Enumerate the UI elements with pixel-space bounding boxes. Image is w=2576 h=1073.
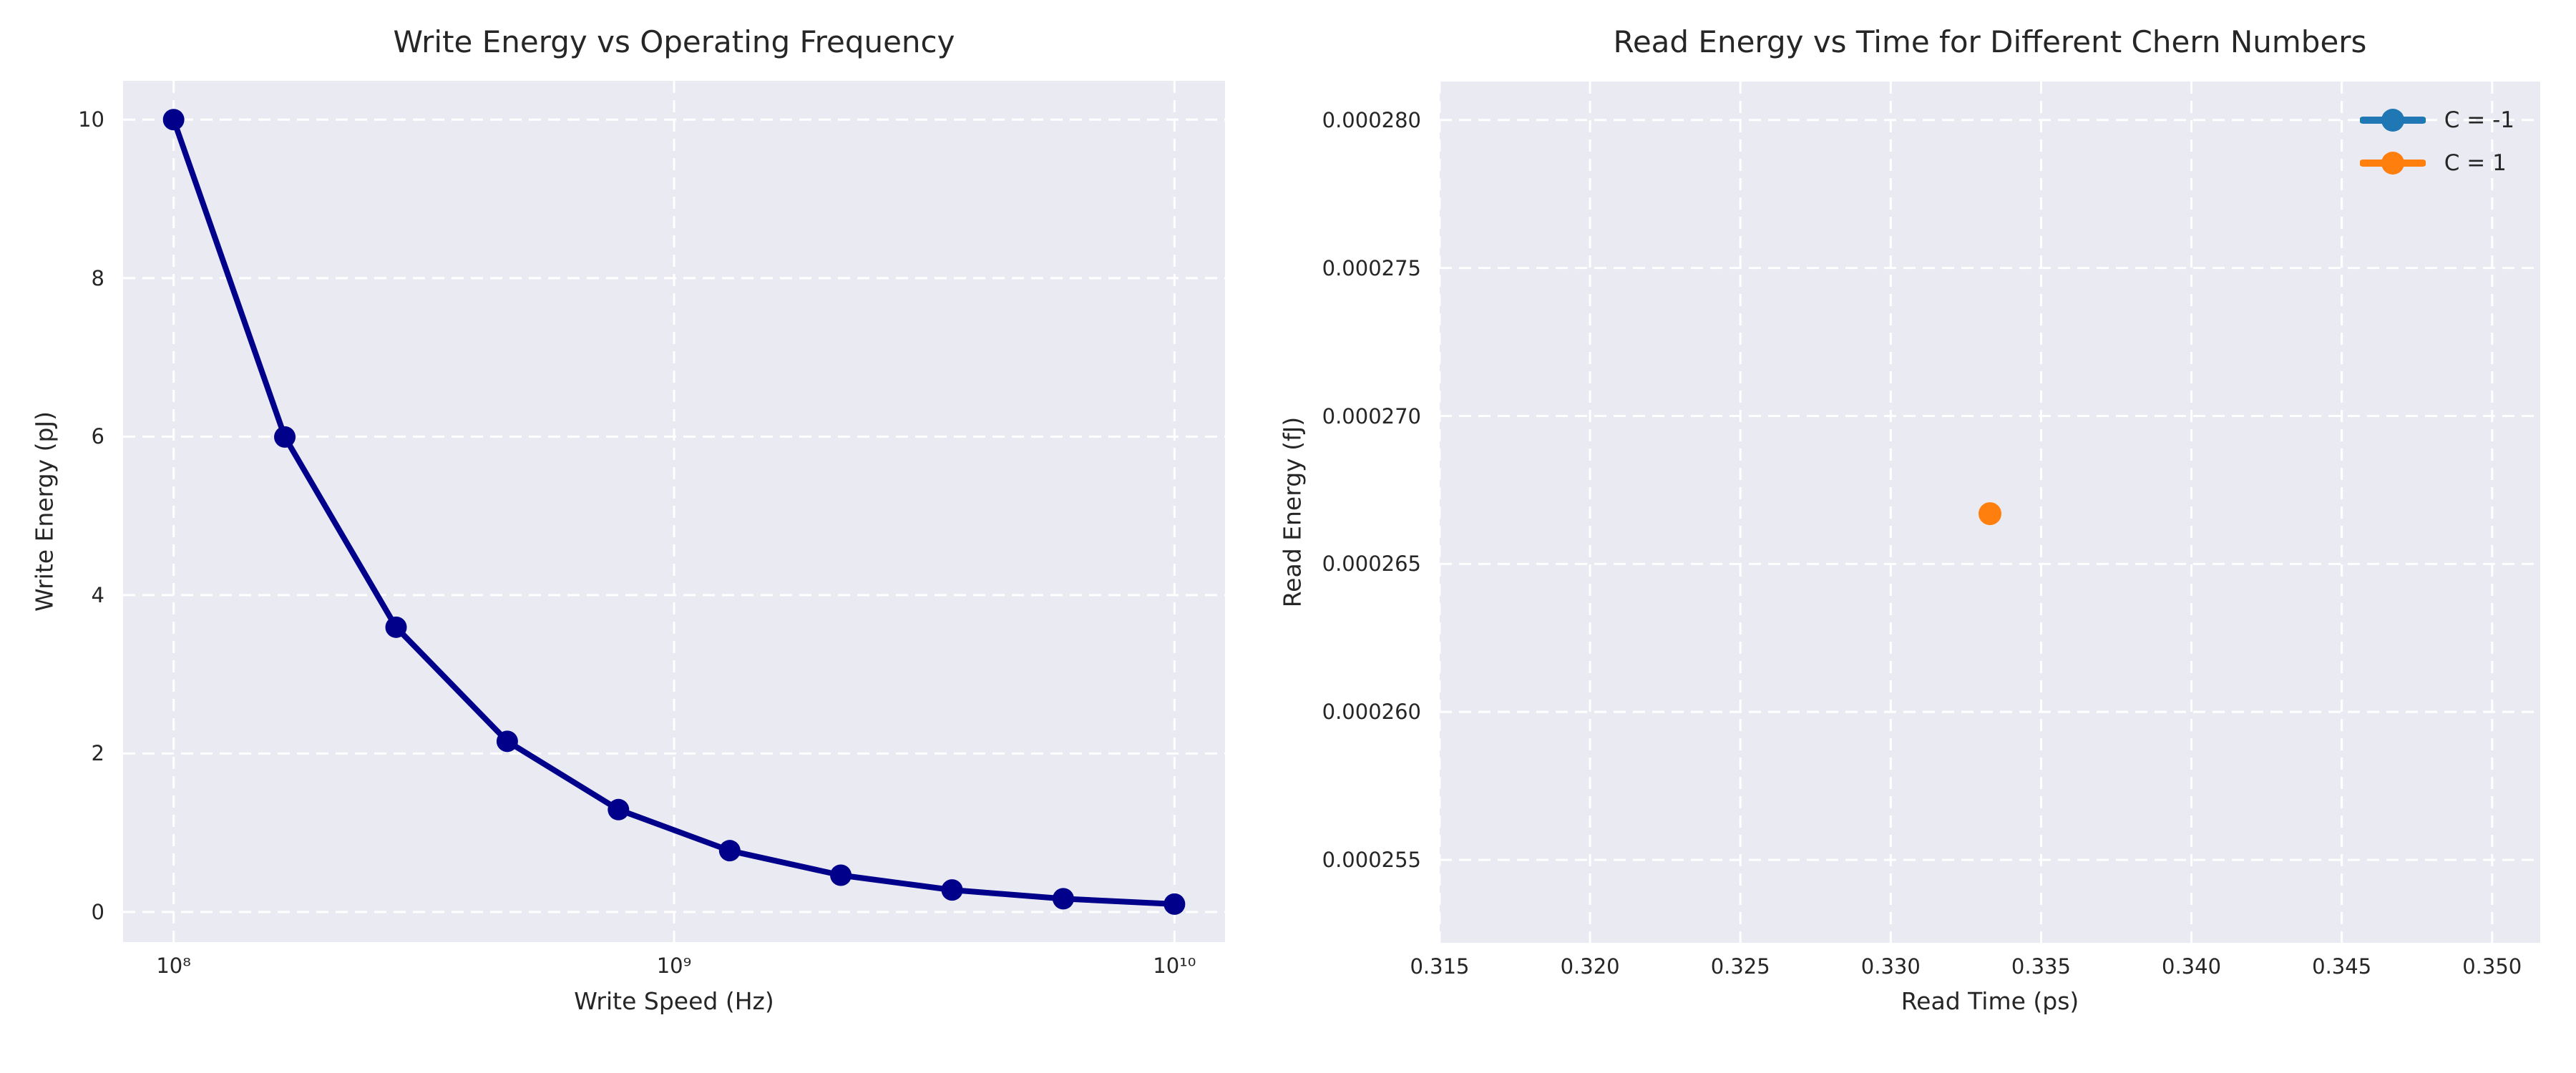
data-point-marker (1979, 502, 2001, 526)
x-tick-label: 0.340 (2162, 954, 2222, 979)
x-tick-label: 0.325 (1710, 954, 1770, 979)
plot-area (1440, 82, 2540, 943)
y-tick-label: 4 (91, 582, 104, 607)
y-tick-label: 2 (91, 741, 104, 766)
y-tick-label: 0.000280 (1322, 107, 1421, 132)
y-tick-label: 8 (91, 265, 104, 290)
data-point-marker (385, 616, 407, 638)
legend-marker-icon (2359, 109, 2426, 132)
chart-title: Write Energy vs Operating Frequency (393, 24, 955, 59)
data-point-marker (941, 879, 963, 901)
x-tick-label: 0.345 (2312, 954, 2372, 979)
data-point-marker (162, 109, 185, 131)
legend-item: C = 1 (2359, 149, 2514, 177)
x-tick-label: 0.335 (2011, 954, 2071, 979)
legend-label: C = 1 (2444, 150, 2507, 176)
data-point-marker (718, 840, 741, 862)
x-tick-label: 0.350 (2462, 954, 2522, 979)
y-tick-label: 0.000275 (1322, 255, 1421, 280)
data-point-marker (830, 864, 852, 886)
y-axis-label: Write Energy (pJ) (30, 411, 59, 612)
data-point-marker (1163, 893, 1186, 915)
legend: C = -1 C = 1 (2359, 106, 2514, 177)
data-point-marker (1052, 888, 1074, 910)
x-tick-label: 10⁸ (156, 954, 191, 978)
x-tick-label: 10¹⁰ (1153, 954, 1196, 978)
x-tick-label: 0.320 (1560, 954, 1620, 979)
y-tick-label: 10 (78, 107, 104, 132)
y-axis-label: Read Energy (fJ) (1278, 416, 1307, 608)
data-point-marker (496, 730, 518, 753)
legend-label: C = -1 (2444, 107, 2514, 133)
y-tick-label: 0.000255 (1322, 848, 1421, 873)
x-tick-label: 10⁹ (656, 954, 692, 978)
x-tick-label: 0.315 (1410, 954, 1470, 979)
y-tick-label: 0 (91, 899, 104, 924)
chart-title: Read Energy vs Time for Different Chern … (1613, 24, 2367, 59)
plot-area (123, 81, 1225, 942)
legend-marker-icon (2359, 152, 2426, 175)
legend-item: C = -1 (2359, 106, 2514, 134)
data-point-marker (608, 798, 630, 820)
y-tick-label: 0.000265 (1322, 552, 1421, 577)
y-tick-label: 0.000270 (1322, 403, 1421, 428)
x-axis-label: Write Speed (Hz) (574, 987, 774, 1015)
data-line (170, 117, 1178, 907)
data-point-marker (274, 426, 296, 448)
y-tick-label: 0.000260 (1322, 700, 1421, 725)
y-tick-label: 6 (91, 424, 104, 449)
x-axis-label: Read Time (ps) (1901, 987, 2079, 1015)
x-tick-label: 0.330 (1860, 954, 1921, 979)
